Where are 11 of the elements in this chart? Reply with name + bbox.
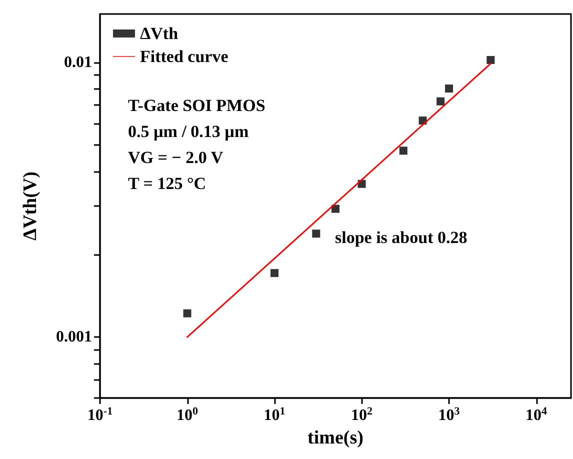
y-tick-label: 0.01 (64, 54, 92, 71)
annotation: slope is about 0.28 (335, 228, 468, 247)
legend-label: ΔVth (140, 24, 179, 43)
y-axis-title: ΔVth(V) (20, 172, 41, 240)
annotation: T-Gate SOI PMOS (128, 96, 266, 115)
x-axis-title: time(s) (308, 427, 364, 448)
annotation: 0.5 µm / 0.13 µm (128, 122, 249, 141)
y-tick-label: 0.001 (56, 328, 92, 346)
annotation: T = 125 °C (128, 174, 206, 193)
legend-label: Fitted curve (140, 47, 229, 66)
annotation: VG = − 2.0 V (128, 148, 224, 167)
